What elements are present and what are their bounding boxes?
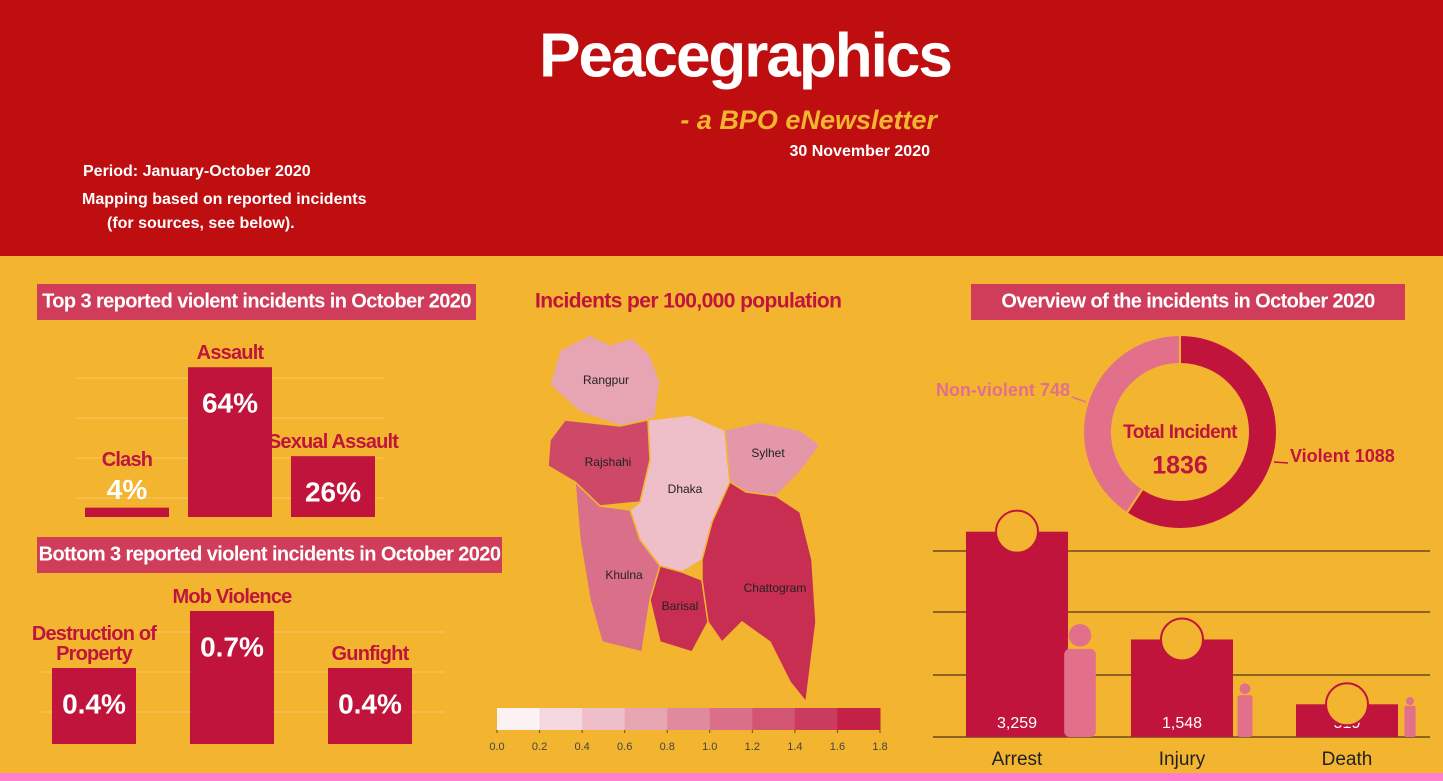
category-label: Injury [1159, 749, 1206, 770]
category-label: Assault [196, 342, 264, 365]
title: Peacegraphics [539, 21, 951, 90]
slice-value: 1088 [1355, 446, 1395, 466]
colorbar-tick-label: 1.4 [787, 741, 802, 753]
person-head [1068, 624, 1092, 647]
colorbar-tick-label: 1.8 [872, 741, 887, 753]
person-body [1404, 705, 1416, 737]
colorbar-tick-label: 1.6 [830, 741, 845, 753]
category-label: Arrest [992, 749, 1043, 770]
bar [190, 611, 274, 744]
slice-category: Violent [1290, 446, 1350, 466]
region [549, 334, 661, 427]
colorbar-segment [497, 708, 541, 730]
colorbar-tick-label: 0.6 [617, 741, 632, 753]
total-label: Total Incident [1123, 422, 1238, 443]
donut-slice [1082, 333, 1181, 515]
title-box [37, 284, 476, 320]
colorbar-tick-label: 1.2 [745, 741, 760, 753]
bar [85, 507, 169, 517]
colorbar-segment [582, 708, 626, 730]
person-body [1064, 648, 1096, 737]
icon-badge [1160, 617, 1204, 662]
title-box [971, 284, 1405, 320]
date: 30 November 2020 [789, 143, 930, 160]
bar [291, 456, 375, 517]
donut-slice [1125, 333, 1279, 530]
colorbar-segment [752, 708, 796, 730]
chart-title: Incidents per 100,000 population [535, 290, 841, 313]
region-label: Sylhet [751, 446, 785, 460]
category-label: Sexual Assault [267, 431, 399, 454]
region [649, 565, 709, 653]
slice-label: Violent 1088 [1290, 446, 1395, 466]
region-label: Barisal [662, 599, 699, 613]
slice-value: 748 [1040, 380, 1070, 400]
colorbar-segment [539, 708, 583, 730]
region-label: Khulna [605, 568, 643, 582]
slice-label: Non-violent 748 [936, 380, 1070, 400]
value-label: 0.4% [338, 688, 402, 719]
leader-line [1071, 396, 1087, 403]
person-body [1237, 695, 1253, 737]
colorbar-tick-label: 0.2 [532, 741, 547, 753]
region-label: Rangpur [583, 373, 629, 387]
category-label: Clash [101, 448, 153, 471]
colorbar-segment [667, 708, 711, 730]
value-label: 0.4% [62, 688, 126, 719]
value-label: 64% [202, 388, 258, 419]
icon-badge [995, 509, 1039, 554]
note: (for sources, see below). [107, 215, 295, 232]
person-head [1406, 697, 1414, 705]
value-label: 3,259 [997, 715, 1037, 732]
total-value: 1836 [1152, 452, 1208, 480]
colorbar-tick-label: 1.0 [702, 741, 717, 753]
note: Mapping based on reported incidents [82, 191, 367, 208]
footer-strip [0, 773, 1443, 781]
region-label: Dhaka [668, 482, 703, 496]
bar [966, 531, 1068, 737]
colorbar-tick-label: 0.8 [660, 741, 675, 753]
value-label: 1,548 [1162, 715, 1202, 732]
value-label: 0.7% [200, 631, 264, 662]
region [547, 419, 651, 507]
chart-title: Bottom 3 reported violent incidents in O… [39, 543, 501, 565]
bar [188, 367, 272, 517]
person-head [1239, 683, 1251, 695]
category-label: Destruction of Property [31, 623, 157, 665]
region [701, 480, 817, 704]
title-box [37, 537, 502, 573]
bar [52, 668, 136, 744]
leader-line [1273, 461, 1289, 464]
colorbar-segment [709, 708, 753, 730]
header-band [0, 0, 1443, 256]
period: Period: January-October 2020 [83, 163, 311, 180]
bar [328, 668, 412, 744]
colorbar-segment [624, 708, 668, 730]
colorbar-segment [837, 708, 881, 730]
value-label: 4% [107, 474, 148, 505]
colorbar-tick-label: 0.0 [489, 741, 504, 753]
chart-title: Top 3 reported violent incidents in Octo… [42, 290, 471, 312]
chart-title: Overview of the incidents in October 202… [1001, 290, 1375, 312]
colorbar-segment [794, 708, 838, 730]
subtitle: - a BPO eNewsletter [680, 105, 938, 135]
category-label: Mob Violence [172, 586, 293, 608]
slice-category: Non-violent [936, 380, 1035, 400]
category-label: Death [1322, 749, 1373, 770]
icon-badge [1325, 682, 1369, 727]
category-label: Gunfight [331, 643, 410, 665]
region-label: Chattogram [744, 581, 807, 595]
value-label: 26% [305, 477, 361, 508]
colorbar-tick-label: 0.4 [574, 741, 589, 753]
region-label: Rajshahi [585, 455, 632, 469]
